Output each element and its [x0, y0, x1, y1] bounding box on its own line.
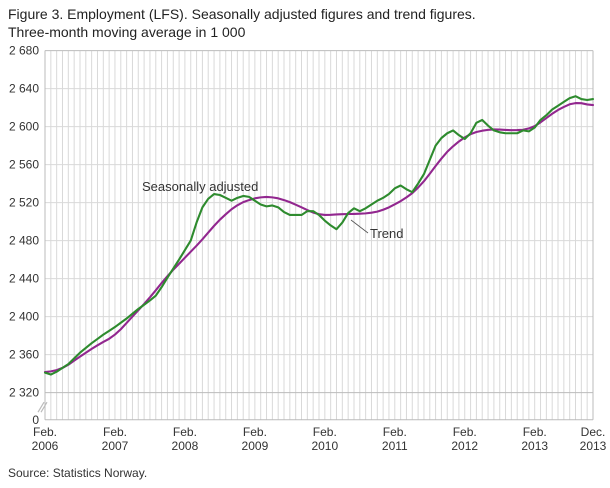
svg-text:2 440: 2 440 — [9, 272, 39, 286]
svg-text:Feb.: Feb. — [383, 425, 407, 439]
svg-text:2006: 2006 — [32, 439, 59, 453]
svg-text:2008: 2008 — [172, 439, 199, 453]
svg-text:Trend: Trend — [370, 226, 403, 241]
svg-text:2 560: 2 560 — [9, 158, 39, 172]
svg-text:2 600: 2 600 — [9, 120, 39, 134]
svg-text:2011: 2011 — [382, 439, 408, 453]
svg-text:Feb.: Feb. — [103, 425, 127, 439]
svg-text:Feb.: Feb. — [453, 425, 477, 439]
svg-text:2009: 2009 — [242, 439, 269, 453]
svg-text:Feb.: Feb. — [173, 425, 197, 439]
svg-text:2 640: 2 640 — [9, 82, 39, 96]
svg-text:2 320: 2 320 — [9, 386, 39, 400]
svg-text:2013: 2013 — [580, 439, 607, 453]
svg-text:2012: 2012 — [451, 439, 478, 453]
svg-text:2 680: 2 680 — [9, 44, 39, 58]
svg-text:2010: 2010 — [311, 439, 338, 453]
svg-text:2007: 2007 — [102, 439, 129, 453]
svg-text:2 400: 2 400 — [9, 310, 39, 324]
svg-text:Feb.: Feb. — [243, 425, 267, 439]
svg-text:Feb.: Feb. — [33, 425, 57, 439]
svg-text:Dec.: Dec. — [581, 425, 606, 439]
svg-text:2013: 2013 — [521, 439, 548, 453]
svg-text:2 360: 2 360 — [9, 348, 39, 362]
svg-text:2 520: 2 520 — [9, 196, 39, 210]
svg-text:2 480: 2 480 — [9, 234, 39, 248]
svg-text:Seasonally adjusted: Seasonally adjusted — [142, 179, 258, 194]
svg-text:Feb.: Feb. — [313, 425, 337, 439]
svg-text:Feb.: Feb. — [523, 425, 547, 439]
